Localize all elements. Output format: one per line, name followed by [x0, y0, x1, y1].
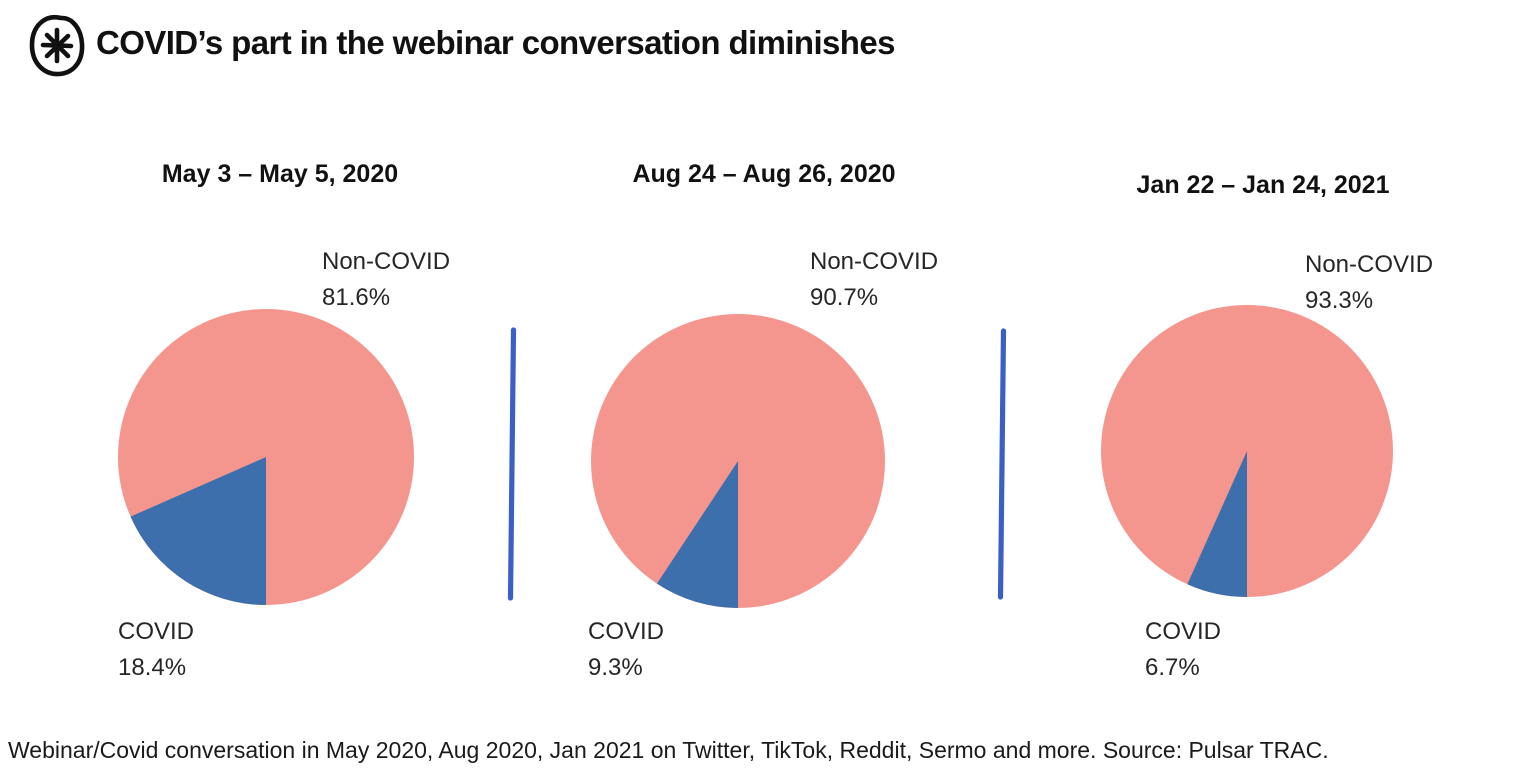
pie-slice-covid	[1187, 451, 1247, 597]
chart-1-period-title: May 3 – May 5, 2020	[161, 160, 399, 188]
divider-line-2	[997, 328, 1007, 600]
page-title: COVID’s part in the webinar conversation…	[96, 24, 895, 61]
noncovid-label: Non-COVID	[1305, 251, 1434, 278]
chart-2-covid-callout: COVID 9.3%	[588, 614, 664, 686]
pie-chart-3	[1101, 305, 1393, 597]
noncovid-value: 81.6%	[322, 284, 391, 311]
noncovid-value: 90.7%	[810, 284, 879, 311]
chart-3-covid-callout: COVID 6.7%	[1145, 614, 1221, 686]
chart-2-noncovid-callout: Non-COVID 90.7%	[810, 244, 938, 316]
chart-3-period-title: Jan 22 – Jan 24, 2021	[1136, 171, 1390, 199]
covid-label: COVID	[118, 618, 195, 645]
pie-slice-covid	[130, 457, 266, 605]
noncovid-label: Non-COVID	[810, 248, 939, 275]
pie-slice-covid	[656, 461, 738, 608]
pulsar-logo-icon	[29, 14, 85, 77]
chart-1-covid-callout: COVID 18.4%	[118, 614, 194, 686]
pie-chart-1	[118, 309, 414, 605]
chart-1-noncovid-callout: Non-COVID 81.6%	[322, 244, 450, 316]
divider-line-1	[507, 327, 517, 601]
source-caption: Webinar/Covid conversation in May 2020, …	[8, 737, 1329, 763]
pie-chart-2	[591, 314, 885, 608]
noncovid-value: 93.3%	[1305, 287, 1374, 314]
noncovid-label: Non-COVID	[322, 248, 451, 275]
covid-value: 9.3%	[588, 654, 643, 681]
covid-value: 6.7%	[1145, 654, 1200, 681]
covid-label: COVID	[1145, 618, 1222, 645]
chart-3-noncovid-callout: Non-COVID 93.3%	[1305, 247, 1433, 319]
covid-value: 18.4%	[118, 654, 187, 681]
covid-label: COVID	[588, 618, 665, 645]
chart-2-period-title: Aug 24 – Aug 26, 2020	[632, 160, 896, 188]
